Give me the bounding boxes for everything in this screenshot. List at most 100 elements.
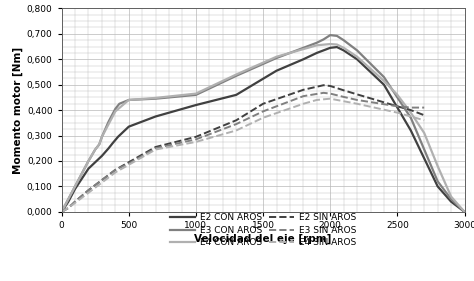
E3 SIN AROS [421, 106, 427, 109]
E3 SIN AROS [86, 189, 91, 192]
E3 CON AROS [126, 98, 132, 102]
E2 CON AROS [381, 83, 387, 86]
E2 SIN AROS [72, 200, 78, 203]
E2 CON AROS [462, 210, 467, 214]
E4 CON AROS [328, 42, 333, 46]
E3 CON AROS [334, 34, 340, 38]
E4 SIN AROS [354, 102, 360, 105]
E3 SIN AROS [59, 210, 64, 214]
E4 CON AROS [92, 148, 98, 151]
E4 SIN AROS [260, 116, 266, 119]
E2 SIN AROS [408, 108, 414, 112]
E3 SIN AROS [260, 110, 266, 113]
E2 SIN AROS [354, 93, 360, 96]
E4 CON AROS [65, 198, 71, 201]
E3 SIN AROS [341, 95, 346, 99]
E3 SIN AROS [72, 200, 78, 203]
E2 CON AROS [126, 125, 132, 128]
E2 CON AROS [301, 58, 306, 61]
E3 CON AROS [448, 198, 454, 201]
E2 CON AROS [72, 187, 78, 191]
E3 CON AROS [106, 120, 111, 123]
Line: E4 SIN AROS: E4 SIN AROS [62, 99, 424, 212]
E2 SIN AROS [421, 114, 427, 117]
E3 CON AROS [99, 135, 105, 139]
E2 SIN AROS [65, 206, 71, 210]
E3 SIN AROS [320, 91, 326, 94]
E3 CON AROS [435, 180, 440, 183]
E4 SIN AROS [408, 115, 414, 118]
E4 CON AROS [59, 210, 64, 214]
E4 SIN AROS [421, 119, 427, 122]
E2 SIN AROS [112, 168, 118, 172]
E4 CON AROS [72, 185, 78, 188]
E2 CON AROS [448, 200, 454, 203]
E3 CON AROS [86, 159, 91, 163]
E3 CON AROS [354, 49, 360, 52]
E2 CON AROS [233, 93, 239, 97]
E2 CON AROS [65, 200, 71, 203]
E3 SIN AROS [65, 206, 71, 210]
E3 CON AROS [59, 210, 64, 214]
E4 SIN AROS [153, 148, 158, 151]
E4 CON AROS [193, 92, 199, 95]
E4 CON AROS [421, 131, 427, 135]
E3 CON AROS [320, 38, 326, 41]
E4 CON AROS [99, 135, 105, 139]
E2 CON AROS [328, 46, 333, 49]
E4 CON AROS [233, 73, 239, 76]
E4 CON AROS [334, 43, 340, 46]
Line: E3 CON AROS: E3 CON AROS [62, 35, 465, 212]
E2 CON AROS [106, 147, 111, 150]
E2 CON AROS [59, 210, 64, 214]
E3 SIN AROS [193, 138, 199, 141]
E4 SIN AROS [394, 111, 400, 114]
E3 SIN AROS [354, 98, 360, 102]
E3 SIN AROS [126, 162, 132, 165]
E4 CON AROS [341, 46, 346, 49]
E3 CON AROS [328, 33, 333, 37]
E2 CON AROS [314, 51, 319, 55]
E3 CON AROS [273, 56, 279, 60]
E2 SIN AROS [341, 89, 346, 92]
E2 CON AROS [153, 115, 158, 118]
E2 CON AROS [341, 49, 346, 52]
E2 SIN AROS [86, 189, 91, 192]
E3 CON AROS [381, 75, 387, 79]
Line: E3 SIN AROS: E3 SIN AROS [62, 93, 424, 212]
E3 CON AROS [72, 185, 78, 188]
E2 SIN AROS [328, 84, 333, 88]
E4 CON AROS [354, 55, 360, 58]
E4 CON AROS [448, 195, 454, 198]
E3 SIN AROS [99, 178, 105, 182]
E2 SIN AROS [59, 210, 64, 214]
E4 SIN AROS [59, 210, 64, 214]
E4 CON AROS [381, 79, 387, 83]
E4 CON AROS [86, 159, 91, 163]
E3 CON AROS [65, 198, 71, 201]
E3 CON AROS [96, 143, 102, 146]
E2 SIN AROS [301, 88, 306, 92]
Y-axis label: Momento motor [Nm]: Momento motor [Nm] [12, 47, 23, 174]
E3 CON AROS [153, 97, 158, 100]
E4 SIN AROS [65, 206, 71, 210]
E4 SIN AROS [193, 140, 199, 144]
Legend: E2 CON AROS, E3 CON AROS, E4 CON AROS, E2 SIN AROS, E3 SIN AROS, E4 SIN AROS: E2 CON AROS, E3 CON AROS, E4 CON AROS, E… [170, 213, 356, 247]
E3 CON AROS [92, 148, 98, 151]
Line: E2 SIN AROS: E2 SIN AROS [62, 85, 424, 212]
E3 SIN AROS [233, 123, 239, 126]
E4 SIN AROS [314, 98, 319, 102]
E4 CON AROS [435, 164, 440, 168]
E2 SIN AROS [193, 135, 199, 139]
E2 SIN AROS [99, 178, 105, 182]
E3 CON AROS [341, 38, 346, 42]
E4 SIN AROS [99, 181, 105, 184]
E2 CON AROS [435, 185, 440, 188]
E2 SIN AROS [394, 105, 400, 108]
E4 CON AROS [96, 143, 102, 146]
E3 CON AROS [233, 74, 239, 78]
E4 SIN AROS [301, 102, 306, 105]
E4 CON AROS [273, 55, 279, 58]
E4 SIN AROS [86, 191, 91, 194]
E3 SIN AROS [408, 106, 414, 109]
